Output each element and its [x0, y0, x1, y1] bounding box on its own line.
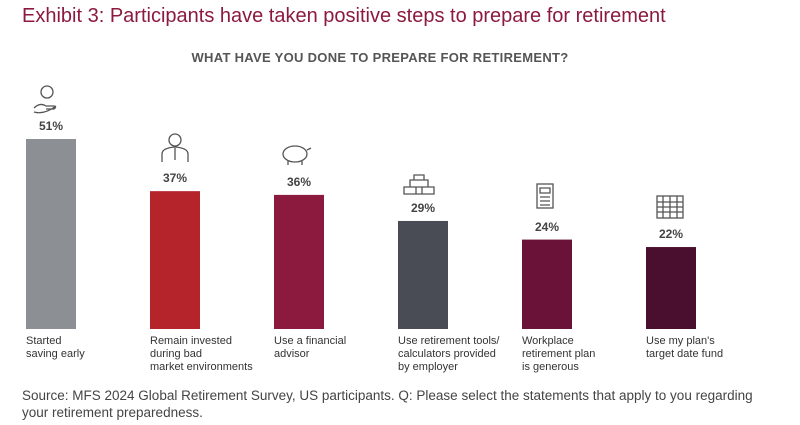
chart-subtitle: WHAT HAVE YOU DONE TO PREPARE FOR RETIRE… — [191, 50, 569, 65]
icon — [539, 187, 551, 206]
bar — [646, 247, 696, 329]
value-label: 51% — [38, 119, 64, 133]
icon — [403, 174, 435, 195]
value-label: 36% — [286, 174, 312, 189]
chart-title: Exhibit 3: Participants have taken posit… — [22, 5, 666, 27]
icon — [282, 145, 308, 163]
value-label: 37% — [162, 171, 188, 186]
x-tick-label: Remain invested during bad market enviro… — [150, 335, 253, 373]
bar — [150, 191, 200, 329]
bar — [26, 139, 76, 329]
icon — [33, 103, 57, 114]
x-tick-label: Use my plan's target date fund — [646, 335, 724, 360]
x-tick-label: Workplace retirement plan is generous — [522, 335, 596, 373]
value-label: 22% — [658, 227, 684, 242]
x-tick-label: Use retirement tools/ calculators provid… — [398, 335, 500, 373]
icon — [40, 85, 54, 99]
icon — [657, 196, 683, 218]
icon — [287, 147, 312, 165]
bar — [522, 239, 572, 329]
x-tick-label: Use a financial advisor — [274, 335, 347, 360]
x-tick-label: Started saving early — [26, 335, 85, 360]
icon — [168, 133, 182, 147]
icons — [33, 85, 684, 219]
icon — [536, 183, 554, 209]
icon — [161, 146, 189, 162]
bar — [398, 220, 448, 329]
value-label: 29% — [410, 200, 436, 215]
value-label: 24% — [534, 219, 560, 234]
bar — [274, 194, 324, 329]
source-note: Source: MFS 2024 Global Retirement Surve… — [22, 388, 753, 420]
